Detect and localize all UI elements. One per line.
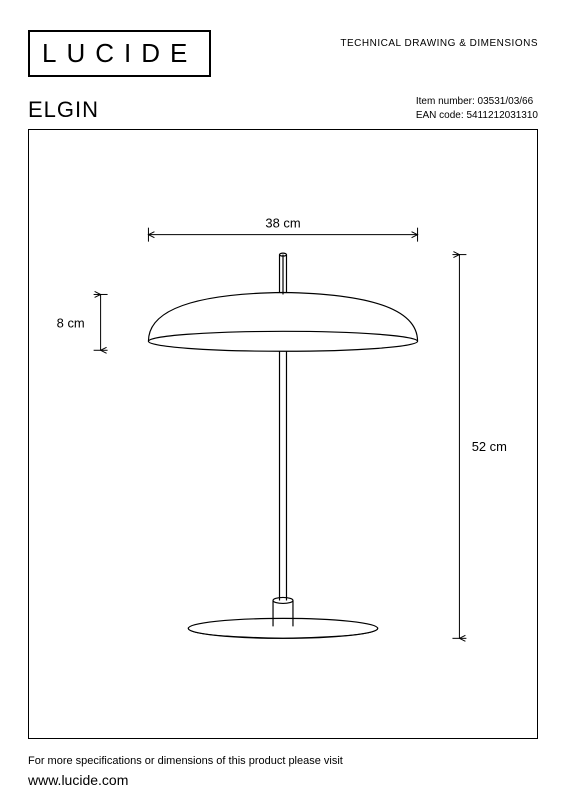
item-number-row: Item number: 03531/03/66 bbox=[416, 95, 538, 109]
ean-label: EAN code: bbox=[416, 110, 464, 121]
technical-drawing: 38 cm 8 cm 52 cm bbox=[29, 130, 537, 738]
brand-logo: LUCIDE bbox=[28, 30, 211, 77]
footer: For more specifications or dimensions of… bbox=[28, 753, 538, 791]
header-title: TECHNICAL DRAWING & DIMENSIONS bbox=[340, 30, 538, 49]
footer-url: www.lucide.com bbox=[28, 770, 538, 791]
dim-shade-height-label: 8 cm bbox=[57, 315, 85, 330]
drawing-frame: 38 cm 8 cm 52 cm bbox=[28, 129, 538, 739]
dim-total-height bbox=[452, 255, 466, 639]
lamp-outline bbox=[148, 253, 417, 638]
subheader-row: ELGIN Item number: 03531/03/66 EAN code:… bbox=[28, 95, 538, 123]
dim-total-height-label: 52 cm bbox=[472, 439, 507, 454]
dim-width-label: 38 cm bbox=[265, 216, 300, 231]
ean-row: EAN code: 5411212031310 bbox=[416, 109, 538, 123]
footer-text: For more specifications or dimensions of… bbox=[28, 753, 538, 770]
header-row: LUCIDE TECHNICAL DRAWING & DIMENSIONS bbox=[28, 30, 538, 77]
dim-shade-height bbox=[94, 294, 108, 350]
item-number-value: 03531/03/66 bbox=[478, 96, 534, 107]
product-codes: Item number: 03531/03/66 EAN code: 54112… bbox=[416, 95, 538, 123]
ean-value: 5411212031310 bbox=[466, 110, 538, 121]
product-name: ELGIN bbox=[28, 97, 99, 123]
item-number-label: Item number: bbox=[416, 96, 475, 107]
